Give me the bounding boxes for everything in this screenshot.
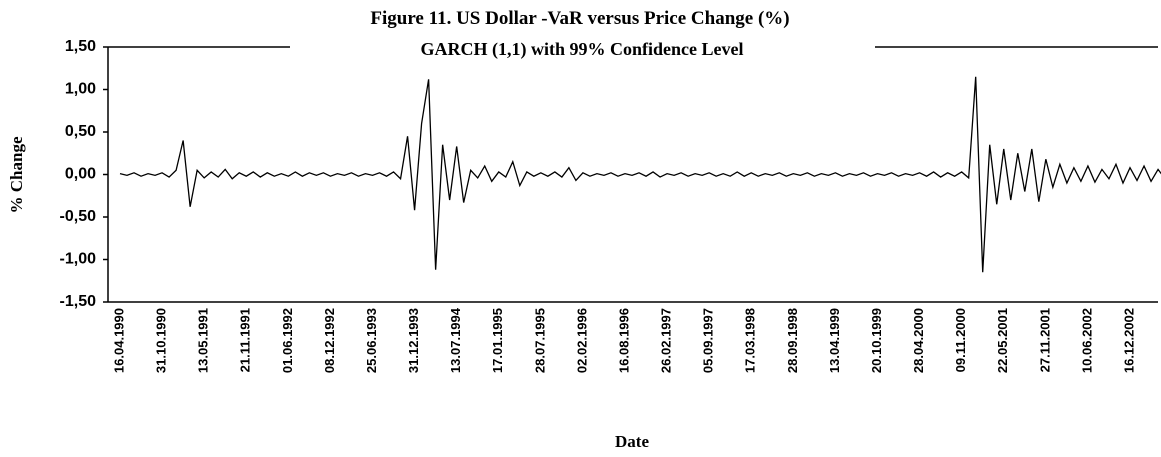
x-tick-label: 09.11.2000	[953, 308, 968, 372]
y-axis-label: % Change	[7, 136, 26, 213]
y-tick-label: -1,50	[60, 293, 97, 310]
x-tick-label: 17.01.1995	[490, 308, 505, 373]
y-tick-label: 1,50	[65, 38, 96, 55]
x-tick-label: 13.05.1991	[196, 308, 211, 373]
y-tick-label: 1,00	[65, 81, 96, 98]
x-tick-label: 28.07.1995	[532, 308, 547, 373]
x-tick-label: 02.02.1996	[574, 308, 589, 373]
x-tick-label: 25.06.1993	[364, 308, 379, 373]
chart-subtitle: GARCH (1,1) with 99% Confidence Level	[421, 39, 744, 60]
x-tick-label: 05.09.1997	[701, 308, 716, 373]
y-tick-label: 0,00	[65, 166, 96, 183]
x-tick-label: 16.08.1996	[616, 308, 631, 373]
chart-title: Figure 11. US Dollar -VaR versus Price C…	[370, 8, 789, 29]
x-tick-label: 26.02.1997	[659, 308, 674, 373]
x-tick-label: 01.06.1992	[280, 308, 295, 373]
x-tick-label: 21.11.1991	[238, 308, 253, 372]
x-tick-label: 10.06.2002	[1079, 308, 1094, 373]
x-tick-label: 08.12.1992	[322, 308, 337, 373]
x-axis-label: Date	[615, 432, 649, 451]
x-tick-label: 27.11.2001	[1037, 308, 1052, 372]
x-tick-label: 20.10.1999	[869, 308, 884, 373]
x-tick-label: 22.05.2001	[995, 308, 1010, 373]
y-tick-label: -0,50	[60, 208, 97, 225]
y-tick-label: 0,50	[65, 123, 96, 140]
x-tick-label: 31.10.1990	[154, 308, 169, 373]
x-tick-label: 16.12.2002	[1121, 308, 1136, 373]
x-tick-label: 28.09.1998	[785, 308, 800, 373]
x-tick-label: 17.03.1998	[743, 308, 758, 373]
x-tick-label: 13.07.1994	[448, 307, 463, 373]
x-tick-label: 31.12.1993	[406, 308, 421, 373]
series-line	[119, 76, 1161, 273]
x-tick-label: 16.04.1990	[111, 308, 126, 373]
y-tick-label: -1,00	[60, 251, 97, 268]
x-tick-label: 13.04.1999	[827, 308, 842, 373]
x-tick-label: 28.04.2000	[911, 308, 926, 373]
